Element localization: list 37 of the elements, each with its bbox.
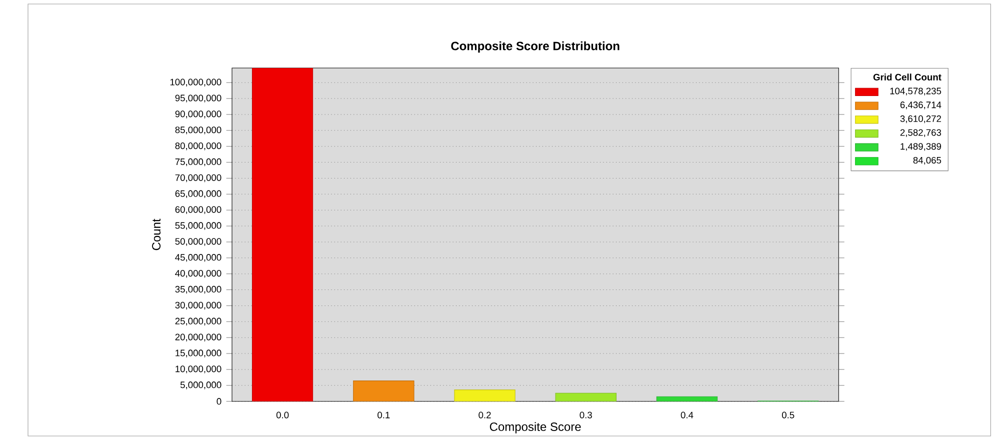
x-tick-label: 0.5 xyxy=(782,412,794,418)
x-tick-label: 0.3 xyxy=(580,412,592,418)
legend-label: 104,578,235 xyxy=(890,88,942,96)
y-tick-label: 85,000,000 xyxy=(175,126,222,134)
y-tick-label: 60,000,000 xyxy=(175,206,222,214)
legend-label: 6,436,714 xyxy=(900,102,942,110)
y-tick-label: 100,000,000 xyxy=(170,78,222,86)
y-tick-label: 75,000,000 xyxy=(175,158,222,166)
y-tick-label: 90,000,000 xyxy=(175,110,222,118)
y-tick-label: 15,000,000 xyxy=(176,350,222,358)
y-axis-title: Count xyxy=(152,218,161,250)
y-tick-label: 95,000,000 xyxy=(175,94,222,102)
y-tick-label: 10,000,000 xyxy=(176,366,222,374)
text: 84,065 xyxy=(913,156,942,165)
y-tick-label: 5,000,000 xyxy=(180,382,222,390)
y-tick-label: 80,000,000 xyxy=(175,142,222,150)
x-tick-label: 0.1 xyxy=(378,412,390,418)
y-tick-label: 45,000,000 xyxy=(175,254,222,262)
x-tick-label: 0.0 xyxy=(276,412,289,418)
y-tick-label: 20,000,000 xyxy=(175,334,222,342)
y-tick-label: 55,000,000 xyxy=(175,222,222,230)
y-tick-label: 35,000,000 xyxy=(175,286,222,294)
text: 1,489,389 xyxy=(900,143,942,151)
x-tick-label: 0.4 xyxy=(680,412,694,418)
legend-title: Grid Cell Count xyxy=(873,74,942,80)
y-tick-label: 25,000,000 xyxy=(175,318,222,326)
chart-title: Composite Score Distribution xyxy=(451,41,620,53)
y-tick-label: 40,000,000 xyxy=(175,270,222,278)
y-tick-label: 50,000,000 xyxy=(175,238,222,246)
x-tick-label: 0.2 xyxy=(478,412,491,418)
legend-label: 3,610,272 xyxy=(900,115,942,124)
y-tick-label: 30,000,000 xyxy=(175,302,222,310)
y-tick-label: 70,000,000 xyxy=(175,174,222,182)
y-tick-label: 65,000,000 xyxy=(175,190,222,198)
x-axis-title: Composite Score xyxy=(490,422,581,434)
legend-label: 2,582,763 xyxy=(900,129,942,137)
y-tick-label: 0 xyxy=(216,398,222,405)
